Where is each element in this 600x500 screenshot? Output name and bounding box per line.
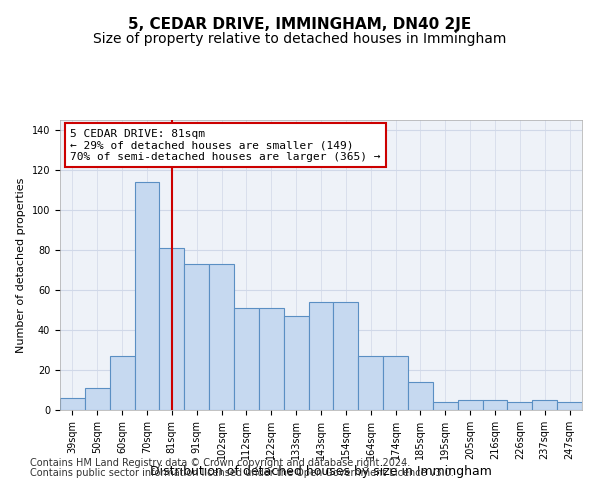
Bar [234,308,259,410]
Bar [184,264,209,410]
Bar [284,316,308,410]
Bar [85,388,110,410]
Text: Contains HM Land Registry data © Crown copyright and database right 2024.: Contains HM Land Registry data © Crown c… [30,458,410,468]
Text: Contains public sector information licensed under the Open Government Licence v3: Contains public sector information licen… [30,468,454,477]
Bar [383,356,408,410]
Bar [259,308,284,410]
Bar [60,398,85,410]
Bar [308,302,334,410]
Text: 5, CEDAR DRIVE, IMMINGHAM, DN40 2JE: 5, CEDAR DRIVE, IMMINGHAM, DN40 2JE [128,18,472,32]
Bar [334,302,358,410]
Text: Size of property relative to detached houses in Immingham: Size of property relative to detached ho… [94,32,506,46]
Y-axis label: Number of detached properties: Number of detached properties [16,178,26,352]
Bar [557,402,582,410]
Bar [134,182,160,410]
Text: 5 CEDAR DRIVE: 81sqm
← 29% of detached houses are smaller (149)
70% of semi-deta: 5 CEDAR DRIVE: 81sqm ← 29% of detached h… [70,128,381,162]
Bar [482,400,508,410]
Bar [358,356,383,410]
Bar [209,264,234,410]
Bar [408,382,433,410]
Bar [508,402,532,410]
Bar [532,400,557,410]
Bar [110,356,134,410]
Bar [458,400,482,410]
X-axis label: Distribution of detached houses by size in Immingham: Distribution of detached houses by size … [150,464,492,477]
Bar [433,402,458,410]
Bar [160,248,184,410]
